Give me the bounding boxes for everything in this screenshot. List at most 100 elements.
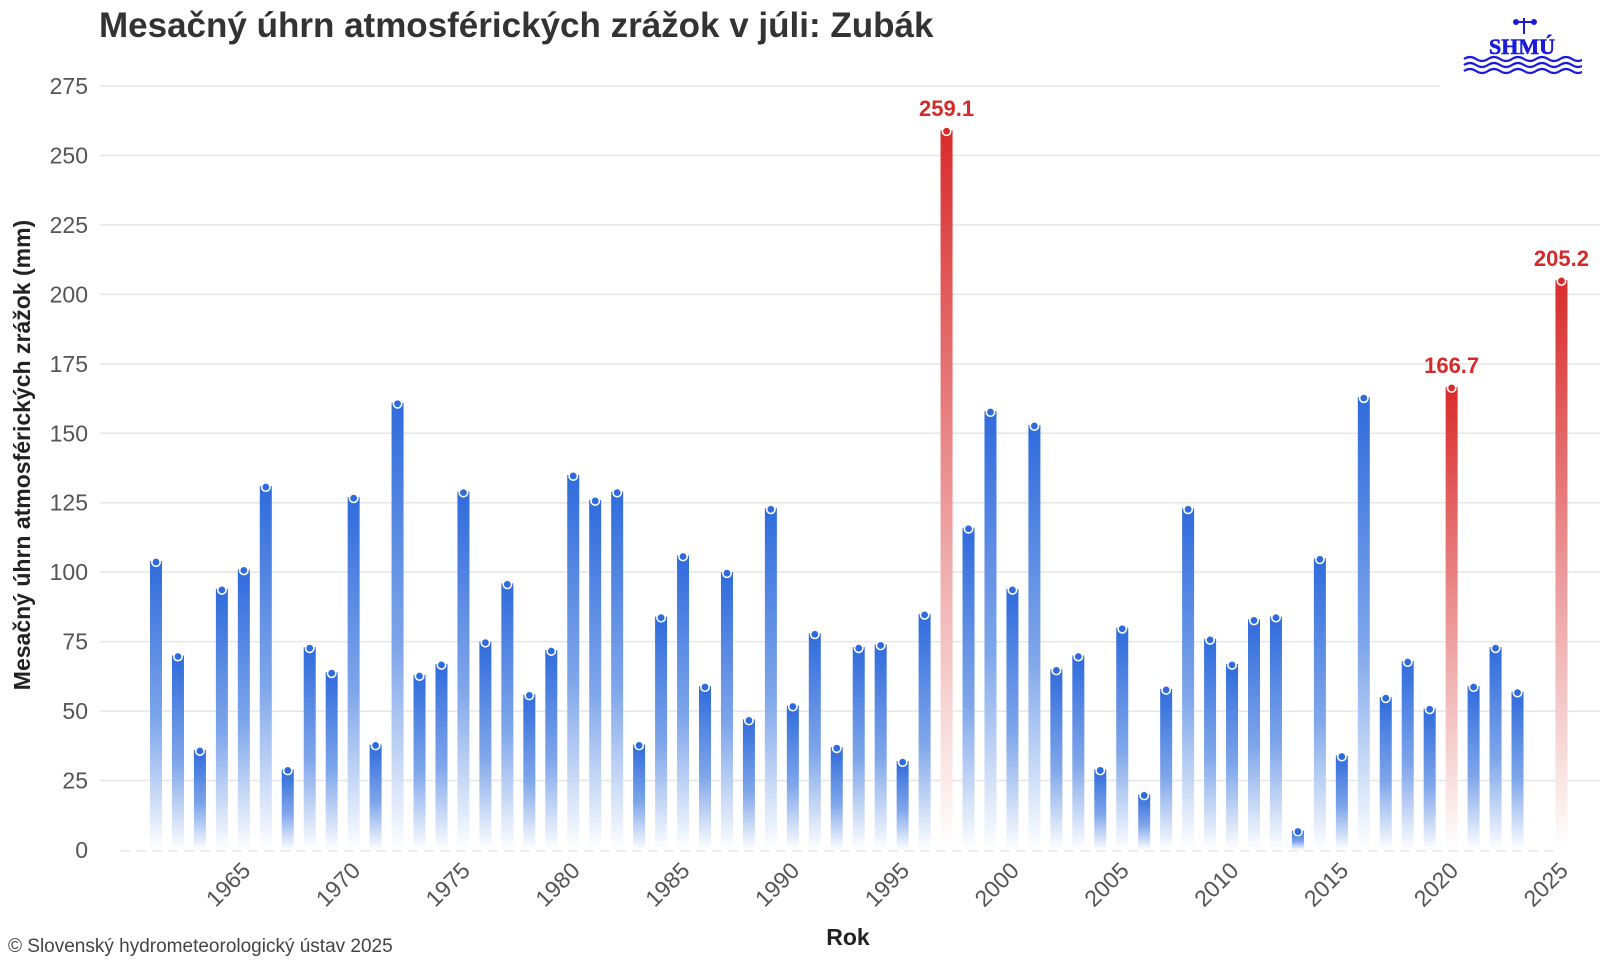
x-tick-label: 2020 xyxy=(1409,857,1464,912)
bar-cap-2017 xyxy=(1380,693,1391,704)
bar-cap-1974 xyxy=(436,659,447,670)
waves-icon xyxy=(1463,55,1582,75)
data-label-1997: 259.1 xyxy=(919,96,974,121)
bar-cap-1984 xyxy=(656,612,667,623)
bar-2005 xyxy=(1116,627,1129,850)
bar-cap-1964 xyxy=(216,584,227,595)
bar-cap-2000 xyxy=(1007,584,1018,595)
bar-cap-1972 xyxy=(392,398,403,409)
bar-cap-1979 xyxy=(546,645,557,656)
x-tick-label: 1995 xyxy=(860,857,915,912)
bar-cap-2021 xyxy=(1468,682,1479,693)
bar-cap-2025 xyxy=(1556,275,1567,286)
bar-2010 xyxy=(1226,663,1239,850)
bar-2002 xyxy=(1050,669,1063,850)
bar-2011 xyxy=(1248,619,1260,850)
y-tick-label: 0 xyxy=(75,837,88,863)
y-tick-label: 25 xyxy=(62,768,88,794)
bar-2018 xyxy=(1401,661,1414,850)
bar-cap-2015 xyxy=(1336,751,1347,762)
x-tick-label: 2025 xyxy=(1518,857,1573,912)
bar-cap-2009 xyxy=(1205,634,1216,645)
bar-1975 xyxy=(457,491,470,850)
bar-cap-1992 xyxy=(831,743,842,754)
chart-title: Mesačný úhrn atmosférických zrážok v júl… xyxy=(99,6,934,45)
bar-cap-2012 xyxy=(1270,612,1281,623)
bar-1978 xyxy=(523,694,536,850)
bar-cap-2023 xyxy=(1512,687,1523,698)
y-tick-label: 275 xyxy=(50,73,88,99)
x-axis-ticks: 1965 1970 1975 1980 1985 1990 1995 2000 2005 2010… xyxy=(201,857,1573,912)
y-tick-label: 250 xyxy=(50,142,88,168)
bar-1973 xyxy=(413,674,426,850)
y-tick-label: 150 xyxy=(50,420,88,446)
bar-1987 xyxy=(720,572,733,850)
gridlines xyxy=(100,85,1600,852)
bar-cap-1968 xyxy=(304,643,315,654)
bar-cap-1991 xyxy=(809,629,820,640)
x-tick-label: 1985 xyxy=(640,857,695,912)
bar-1985 xyxy=(677,555,690,850)
bar-cap-1980 xyxy=(568,470,579,481)
bar-2004 xyxy=(1094,769,1107,850)
bar-cap-1996 xyxy=(919,609,930,620)
data-label-2020: 166.7 xyxy=(1424,353,1479,378)
bar-1961 xyxy=(150,561,162,850)
bar-1999 xyxy=(984,411,997,850)
bar-1992 xyxy=(830,747,843,850)
bar-cap-2013 xyxy=(1292,826,1303,837)
bar-cap-2018 xyxy=(1402,657,1413,668)
bar-cap-2002 xyxy=(1051,665,1062,676)
bars: 259.1 166.7 205.2 xyxy=(150,96,1589,850)
bar-cap-1997 xyxy=(941,126,952,137)
bar-1980 xyxy=(567,474,580,850)
bar-1965 xyxy=(237,569,250,850)
bar-2016 xyxy=(1357,397,1370,850)
bar-2006 xyxy=(1138,794,1151,850)
x-tick-label: 2010 xyxy=(1189,857,1244,912)
logo-text: SHMÚ xyxy=(1489,34,1555,59)
bar-1986 xyxy=(699,686,711,850)
bar-2009 xyxy=(1204,638,1217,850)
bar-cap-2004 xyxy=(1095,765,1106,776)
bar-1974 xyxy=(435,663,448,850)
x-tick-label: 1990 xyxy=(750,857,805,912)
bar-1971 xyxy=(369,744,382,850)
bar-1984 xyxy=(655,616,668,850)
bar-cap-2011 xyxy=(1249,615,1260,626)
bar-1969 xyxy=(325,672,338,850)
bar-1967 xyxy=(281,769,294,850)
bar-2000 xyxy=(1006,588,1019,850)
x-tick-label: 1970 xyxy=(311,857,366,912)
shmu-logo: SHMÚ xyxy=(1463,18,1582,75)
bar-1976 xyxy=(479,641,492,850)
y-tick-label: 175 xyxy=(50,351,88,377)
y-axis-ticks: 0 25 50 75 100 125 150 175 200 225 250 275 xyxy=(50,73,88,863)
x-tick-label: 1980 xyxy=(530,857,585,912)
bar-2025 xyxy=(1555,279,1568,850)
bar-1972 xyxy=(391,402,404,850)
bar-1991 xyxy=(808,633,821,850)
bar-cap-1978 xyxy=(524,690,535,701)
bar-cap-2001 xyxy=(1029,420,1040,431)
bar-1963 xyxy=(193,749,206,850)
bar-cap-1993 xyxy=(853,643,864,654)
bar-cap-1975 xyxy=(458,487,469,498)
bar-cap-1988 xyxy=(743,715,754,726)
x-tick-label: 2015 xyxy=(1299,857,1354,912)
bar-cap-1961 xyxy=(151,557,162,568)
bar-1977 xyxy=(501,583,514,850)
bar-1997 xyxy=(940,130,953,850)
bar-2019 xyxy=(1423,708,1436,850)
bar-2012 xyxy=(1269,616,1282,850)
bar-2015 xyxy=(1335,755,1348,850)
bar-2017 xyxy=(1379,697,1392,850)
bar-cap-1962 xyxy=(172,651,183,662)
bar-cap-1981 xyxy=(590,495,601,506)
bar-1964 xyxy=(215,588,228,850)
bar-2008 xyxy=(1182,508,1195,850)
y-tick-label: 200 xyxy=(50,281,88,307)
bar-1966 xyxy=(259,486,272,850)
x-tick-label: 1975 xyxy=(420,857,475,912)
bar-cap-1995 xyxy=(897,757,908,768)
